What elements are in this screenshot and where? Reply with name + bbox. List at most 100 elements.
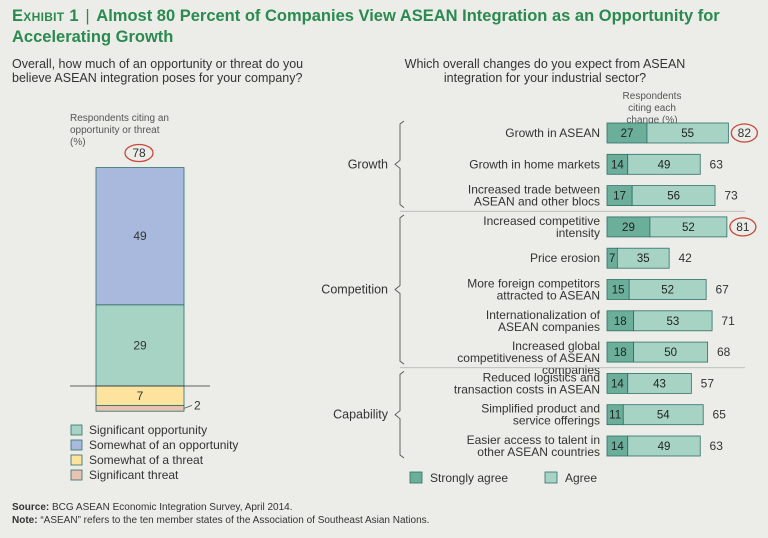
value-total-more-foreign-competitors-attracted-to-asean: 67: [715, 283, 729, 297]
value-strongly-agree-increased-competitive-intensity: 29: [622, 222, 635, 234]
legend-label-significant-threat: Significant threat: [89, 468, 179, 482]
bar-agree-price-erosion: [616, 247, 670, 269]
total-highlight-circle: [124, 143, 154, 163]
row-label-simplified-product-and-service-offerings: Simplified product and service offerings: [481, 402, 600, 428]
legend-swatch-significant-threat: [70, 469, 83, 481]
note-label: Note:: [12, 515, 38, 526]
row-label-increased-global-competitiveness-of-asean-companies: Increased global competitiveness of ASEAN…: [457, 339, 600, 377]
value-total-simplified-product-and-service-offerings: 65: [713, 408, 727, 422]
value-strongly-agree-simplified-product-and-service-offerings: 11: [609, 410, 621, 422]
source-text: BCG ASEAN Economic Integration Survey, A…: [52, 502, 293, 513]
value-strongly-agree-increased-trade-between-asean-and-other-blocs: 17: [613, 191, 626, 203]
note-line: Note: “ASEAN” refers to the ten member s…: [12, 514, 429, 527]
row-label-reduced-logistics-and-transaction-costs-in-asean: Reduced logistics and transaction costs i…: [454, 370, 600, 396]
value-strongly-agree-more-foreign-competitors-attracted-to-asean: 15: [612, 285, 625, 297]
segment-value-significant-opportunity: 29: [133, 338, 147, 352]
value-strongly-agree-internationalization-of-asean-companies: 18: [614, 316, 627, 328]
value-strongly-agree-easier-access-to-talent-in-other-asean-countries: 14: [611, 441, 624, 453]
bar-agree-growth-in-home-markets: [627, 153, 701, 175]
group-label-capability: Capability: [333, 408, 389, 422]
segment-value-somewhat-of-a-threat: 7: [137, 389, 144, 403]
bar-segment-significant-threat: [95, 405, 185, 412]
segment-value-significant-threat: 2: [194, 398, 201, 412]
legend-label-strongly-agree: Strongly agree: [430, 471, 508, 485]
legend-swatch-somewhat-of-a-threat: [70, 454, 83, 466]
value-total-growth-in-home-markets: 63: [710, 157, 724, 171]
title-text: Almost 80 Percent of Companies View ASEA…: [12, 7, 720, 46]
total-highlight-circle: [729, 217, 757, 237]
legend-swatch-strongly-agree: [409, 471, 423, 484]
group-bracket-capability: [394, 371, 405, 459]
right-axis-label: Respondents citing each change (%): [623, 91, 682, 126]
value-total-internationalization-of-asean-companies: 71: [721, 314, 735, 328]
exhibit-label: Exhibit 1: [12, 7, 79, 25]
legend-label-somewhat-of-a-threat: Somewhat of a threat: [89, 453, 204, 467]
value-agree-growth-in-home-markets: 49: [658, 159, 671, 171]
group-bracket-growth: [394, 120, 405, 208]
value-strongly-agree-reduced-logistics-and-transaction-costs-in-asean: 14: [611, 378, 624, 390]
row-label-easier-access-to-talent-in-other-asean-countries: Easier access to talent in other ASEAN co…: [467, 433, 600, 459]
value-agree-increased-trade-between-asean-and-other-blocs: 56: [667, 191, 680, 203]
legend-swatch-agree: [544, 471, 558, 484]
row-label-more-foreign-competitors-attracted-to-asean: More foreign competitors attracted to ASE…: [467, 277, 600, 303]
value-strongly-agree-price-erosion: 7: [609, 253, 615, 265]
value-total-increased-competitive-intensity: 81: [736, 220, 750, 234]
segment-leader-line: [183, 405, 193, 409]
value-agree-growth-in-asean: 55: [681, 128, 694, 140]
row-label-internationalization-of-asean-companies: Internationalization of ASEAN companies: [486, 308, 601, 334]
group-label-growth: Growth: [348, 157, 388, 171]
source-label: Source:: [12, 502, 50, 513]
legend-swatch-somewhat-of-an-opportunity: [70, 439, 83, 451]
value-total-growth-in-asean: 82: [738, 126, 752, 140]
bar-agree-growth-in-asean: [646, 122, 729, 144]
row-label-price-erosion: Price erosion: [530, 251, 600, 265]
bar-agree-more-foreign-competitors-attracted-to-asean: [628, 279, 707, 300]
value-agree-price-erosion: 35: [637, 253, 650, 265]
legend-label-significant-opportunity: Significant opportunity: [89, 423, 207, 437]
value-total-increased-trade-between-asean-and-other-blocs: 73: [724, 189, 738, 203]
value-agree-increased-competitive-intensity: 52: [682, 222, 695, 234]
row-label-growth-in-asean: Growth in ASEAN: [505, 126, 600, 140]
bar-agree-easier-access-to-talent-in-other-asean-countries: [627, 435, 701, 457]
value-agree-easier-access-to-talent-in-other-asean-countries: 49: [658, 441, 671, 453]
title-separator: |: [80, 7, 95, 25]
left-axis-label: Respondents citing an opportunity or thre…: [70, 113, 169, 148]
right-question: Which overall changes do you expect from…: [404, 57, 686, 85]
footer: Source: BCG ASEAN Economic Integration S…: [12, 501, 429, 527]
segment-value-somewhat-of-an-opportunity: 49: [133, 229, 147, 243]
value-total-price-erosion: 42: [678, 251, 692, 265]
chart-title: Exhibit 1 | Almost 80 Percent of Compani…: [12, 6, 757, 48]
bar-agree-simplified-product-and-service-offerings: [622, 404, 704, 426]
row-label-increased-trade-between-asean-and-other-blocs: Increased trade between ASEAN and other b…: [468, 183, 600, 209]
value-total-easier-access-to-talent-in-other-asean-countries: 63: [710, 439, 724, 453]
row-label-increased-competitive-intensity: Increased competitive intensity: [483, 214, 600, 240]
legend-label-somewhat-of-an-opportunity: Somewhat of an opportunity: [89, 438, 238, 452]
value-agree-simplified-product-and-service-offerings: 54: [657, 410, 670, 422]
bar-agree-increased-global-competitiveness-of-asean-companies: [633, 341, 709, 363]
value-total-reduced-logistics-and-transaction-costs-in-asean: 57: [701, 376, 715, 390]
value-strongly-agree-growth-in-asean: 27: [621, 128, 634, 140]
row-label-growth-in-home-markets: Growth in home markets: [469, 157, 600, 171]
value-agree-more-foreign-competitors-attracted-to-asean: 52: [661, 285, 674, 297]
bar-agree-increased-trade-between-asean-and-other-blocs: [631, 185, 716, 207]
value-agree-increased-global-competitiveness-of-asean-companies: 50: [664, 347, 677, 359]
bar-agree-reduced-logistics-and-transaction-costs-in-asean: [627, 372, 692, 394]
total-highlight-circle: [730, 123, 759, 143]
note-text: “ASEAN” refers to the ten member states …: [40, 515, 430, 526]
legend-label-agree: Agree: [565, 471, 597, 485]
group-label-competition: Competition: [321, 283, 388, 297]
value-strongly-agree-increased-global-competitiveness-of-asean-companies: 18: [614, 347, 627, 359]
value-total-increased-global-competitiveness-of-asean-companies: 68: [717, 345, 731, 359]
bar-segment-somewhat-of-an-opportunity: [95, 167, 185, 306]
bar-agree-increased-competitive-intensity: [649, 216, 728, 238]
value-strongly-agree-growth-in-home-markets: 14: [611, 159, 624, 171]
value-agree-internationalization-of-asean-companies: 53: [666, 316, 679, 328]
source-line: Source: BCG ASEAN Economic Integration S…: [12, 501, 429, 514]
left-question: Overall, how much of an opportunity or t…: [12, 57, 304, 85]
group-bracket-competition: [394, 214, 405, 365]
value-agree-reduced-logistics-and-transaction-costs-in-asean: 43: [653, 378, 666, 390]
legend-swatch-significant-opportunity: [70, 424, 83, 436]
total-opportunity-label: 78: [132, 146, 146, 160]
bar-agree-internationalization-of-asean-companies: [633, 310, 713, 332]
